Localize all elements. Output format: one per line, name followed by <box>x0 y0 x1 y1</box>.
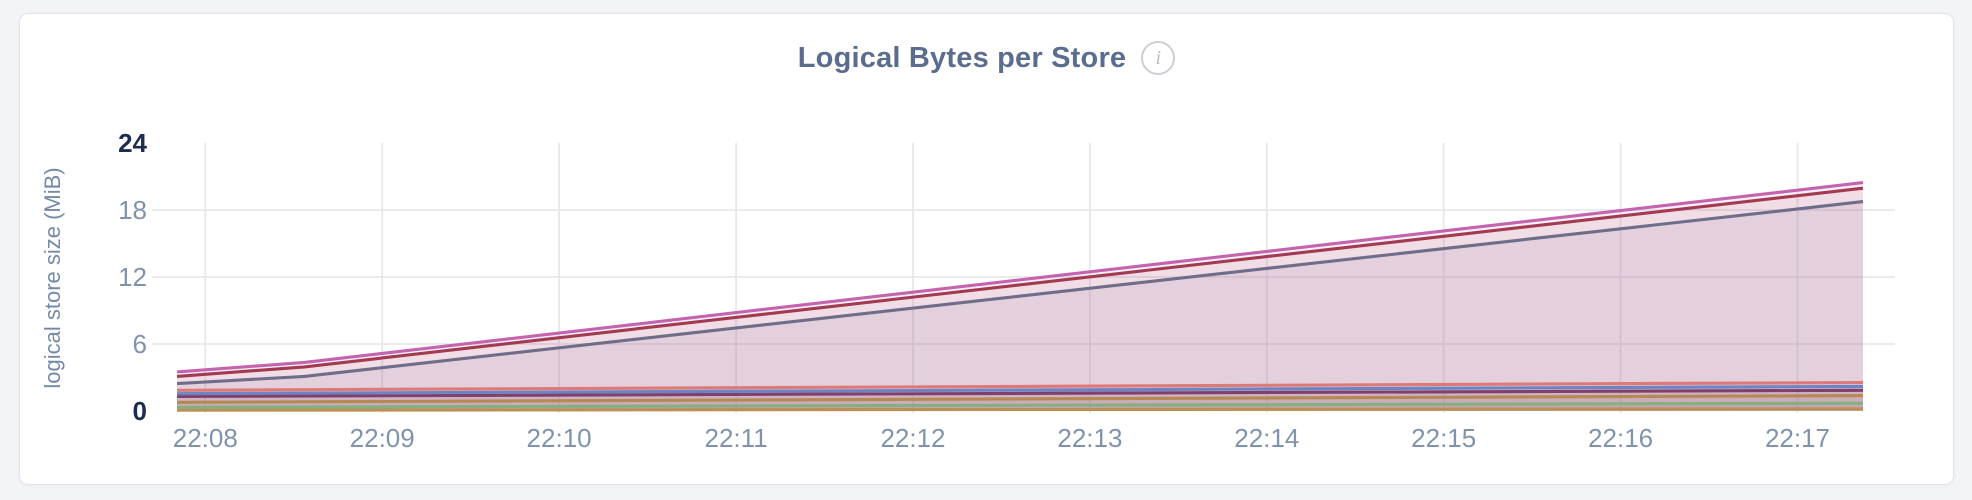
series-area-series-3 <box>177 201 1863 411</box>
series-line-series-4 <box>176 380 1864 392</box>
y-tick-label: 12 <box>118 262 147 292</box>
series-line-series-6 <box>176 388 1864 399</box>
x-tick-label: 22:08 <box>173 423 238 453</box>
y-tick-label: 18 <box>118 195 147 225</box>
y-tick-label: 24 <box>118 128 147 158</box>
x-tick-label: 22:16 <box>1588 423 1653 453</box>
x-tick-label: 22:11 <box>705 423 768 453</box>
x-tick-label: 22:12 <box>880 423 945 453</box>
series-line-series-3 <box>176 200 1864 386</box>
series-line-series-5 <box>176 384 1864 396</box>
x-tick-label: 22:10 <box>527 423 592 453</box>
x-tick-label: 22:17 <box>1765 423 1830 453</box>
axis-labels-layer: 22:08 22:09 22:10 22:11 22:12 22:13 22:14 22:15… <box>118 128 1830 453</box>
info-icon[interactable]: i <box>1141 41 1176 75</box>
chart-title: Logical Bytes per Store <box>797 41 1127 74</box>
series-line-series-1 <box>176 181 1864 374</box>
x-tick-label: 22:15 <box>1411 423 1476 453</box>
x-tick-label: 22:13 <box>1057 423 1122 453</box>
chart-header: Logical Bytes per Store i <box>20 38 1953 78</box>
series-area-series-2 <box>177 188 1863 411</box>
y-tick-label: 6 <box>133 329 147 359</box>
y-axis-title: logical store size (MiB) <box>40 167 65 388</box>
series-line-series-9 <box>176 407 1864 412</box>
series-line-series-7 <box>176 394 1864 404</box>
series-line-series-8 <box>176 401 1864 409</box>
series-line-series-2 <box>176 186 1864 378</box>
y-tick-label: 0 <box>133 396 147 426</box>
x-tick-label: 22:09 <box>350 423 415 453</box>
series-layer <box>176 181 1864 412</box>
x-tick-label: 22:14 <box>1234 423 1299 453</box>
